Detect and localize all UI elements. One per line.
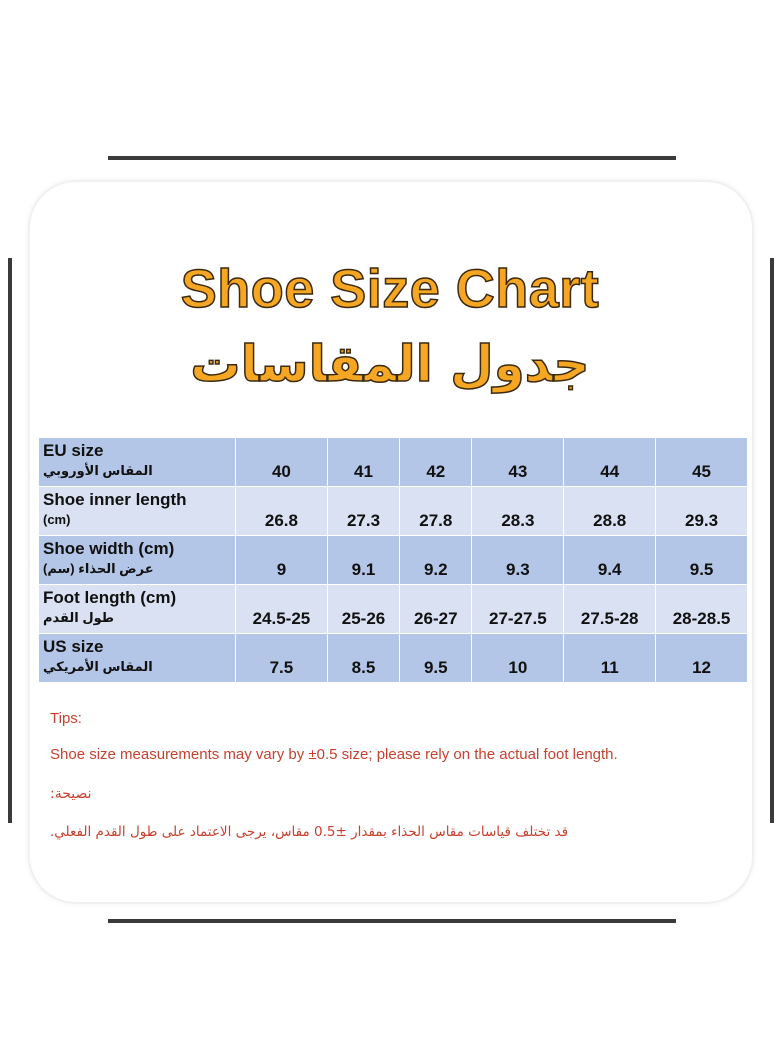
label-english: Shoe width (cm) xyxy=(43,539,175,558)
table-cell: 27.5-28 xyxy=(563,584,657,634)
table-cell: 9.4 xyxy=(563,535,657,585)
label-english: Foot length (cm) xyxy=(43,588,177,607)
table-cell: 41 xyxy=(326,437,401,487)
tips-text: Shoe size measurements may vary by ±0.5 … xyxy=(50,746,618,763)
label-secondary: (cm) xyxy=(43,512,71,527)
table-cell: 11 xyxy=(563,633,657,683)
table-row: Shoe width (cm) عرض الحذاء (سم) 9 9.1 9.2 9.3… xyxy=(38,535,748,585)
table-cell: 7.5 xyxy=(235,633,328,683)
label-english: EU size xyxy=(43,441,104,460)
table-row: EU size المقاس الأوروبي 40 41 42 43 44 45 xyxy=(38,437,748,487)
table-cell: 29.3 xyxy=(655,486,748,536)
table-row: Shoe inner length (cm) 26.8 27.3 27.8 28.3 28.… xyxy=(38,486,748,536)
row-label: Foot length (cm) طول القدم xyxy=(38,584,236,634)
label-english: Shoe inner length xyxy=(43,490,187,509)
right-rule xyxy=(770,258,774,823)
table-cell: 8.5 xyxy=(326,633,401,683)
title: Shoe Size Chart xyxy=(180,258,600,320)
label-secondary: المقاس الأمريكي xyxy=(43,659,153,674)
table-cell: 9.5 xyxy=(655,535,748,585)
table-cell: 40 xyxy=(235,437,328,487)
tips-text-arabic: قد تختلف قياسات مقاس الحذاء بمقدار ±0.5 … xyxy=(50,824,569,840)
table-cell: 42 xyxy=(399,437,473,487)
row-label: EU size المقاس الأوروبي xyxy=(38,437,236,487)
table-cell: 12 xyxy=(655,633,748,683)
title-arabic: جدول المقاسات xyxy=(190,334,591,394)
table-cell: 9.1 xyxy=(326,535,401,585)
table-body: EU size المقاس الأوروبي 40 41 42 43 44 45 Shoe i… xyxy=(38,437,748,683)
table-cell: 44 xyxy=(563,437,657,487)
table-cell: 27.8 xyxy=(399,486,473,536)
bottom-rule xyxy=(108,919,676,923)
table-cell: 9 xyxy=(235,535,328,585)
table-cell: 9.5 xyxy=(399,633,473,683)
label-secondary: المقاس الأوروبي xyxy=(43,463,153,478)
table-cell: 10 xyxy=(471,633,565,683)
table-cell: 26-27 xyxy=(399,584,473,634)
table-cell: 9.3 xyxy=(471,535,565,585)
table-cell: 27-27.5 xyxy=(471,584,565,634)
table-cell: 9.2 xyxy=(399,535,473,585)
table-cell: 26.8 xyxy=(235,486,328,536)
label-secondary: طول القدم xyxy=(43,610,115,625)
table-cell: 28-28.5 xyxy=(655,584,748,634)
table-cell: 25-26 xyxy=(326,584,401,634)
table-cell: 45 xyxy=(655,437,748,487)
size-table: EU size المقاس الأوروبي 40 41 42 43 44 45 Shoe i… xyxy=(38,437,748,683)
left-rule xyxy=(8,258,12,823)
table-cell: 28.3 xyxy=(471,486,565,536)
card xyxy=(28,180,754,904)
table-cell: 27.3 xyxy=(326,486,401,536)
table-cell: 28.8 xyxy=(563,486,657,536)
row-label: Shoe width (cm) عرض الحذاء (سم) xyxy=(38,535,236,585)
label-english: US size xyxy=(43,637,104,656)
table-row: US size المقاس الأمريكي 7.5 8.5 9.5 10 11 12 xyxy=(38,633,748,683)
table-row: Foot length (cm) طول القدم 24.5-25 25-26 26-… xyxy=(38,584,748,634)
label-secondary: عرض الحذاء (سم) xyxy=(43,561,154,576)
tips-heading: Tips: xyxy=(50,710,82,727)
table-cell: 43 xyxy=(471,437,565,487)
table-cell: 24.5-25 xyxy=(235,584,328,634)
row-label: US size المقاس الأمريكي xyxy=(38,633,236,683)
row-label: Shoe inner length (cm) xyxy=(38,486,236,536)
tips-heading-arabic: نصيحة: xyxy=(50,786,92,802)
top-rule xyxy=(108,156,676,160)
